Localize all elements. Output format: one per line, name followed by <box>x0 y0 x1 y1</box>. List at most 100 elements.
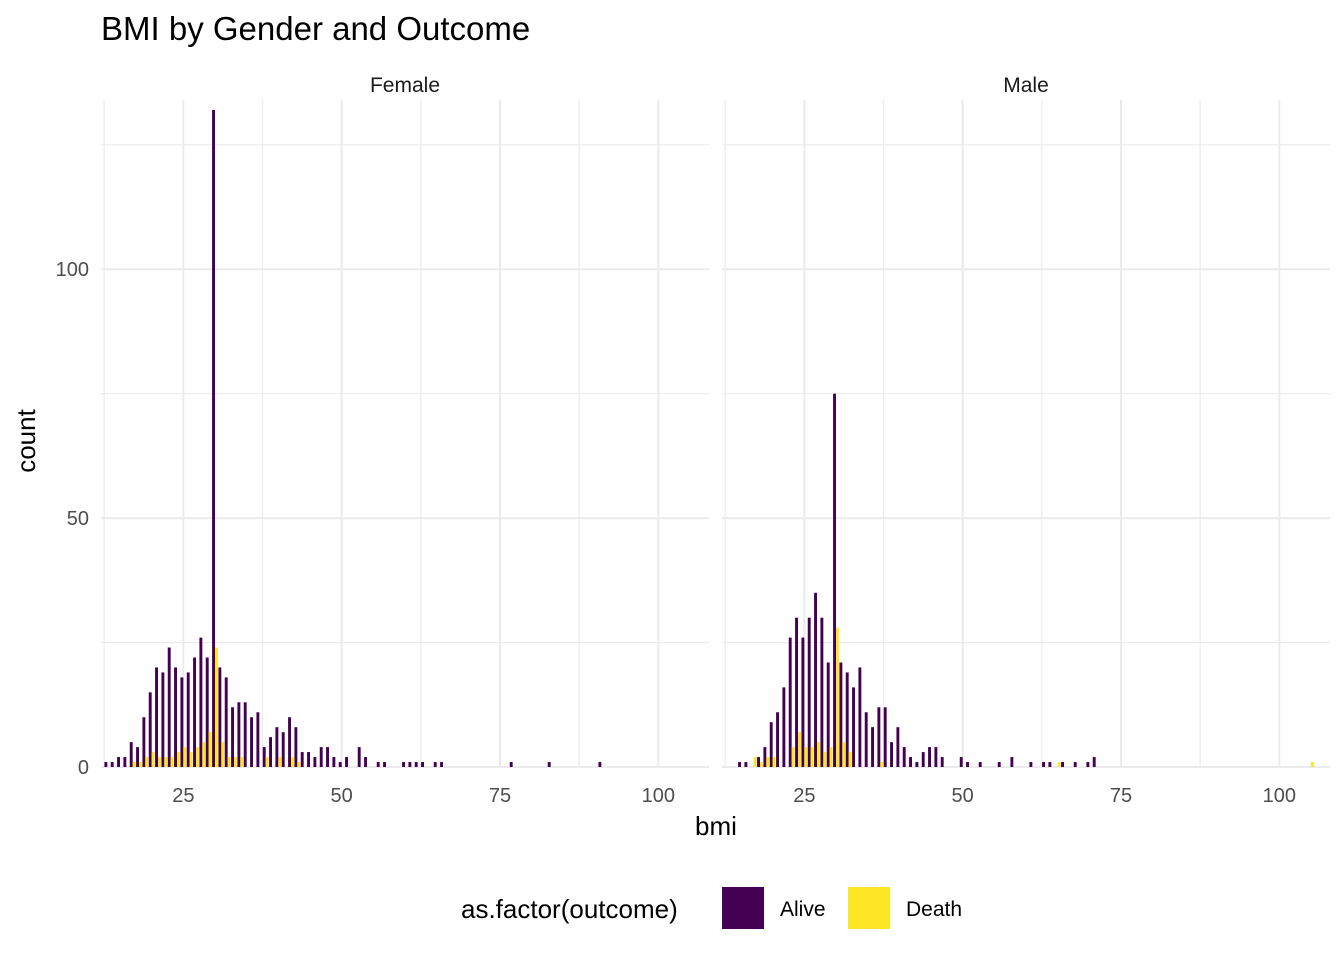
bar-alive <box>1048 762 1052 767</box>
facet-strip-label: Female <box>370 74 440 97</box>
bar-death <box>158 757 161 767</box>
bar-death <box>151 752 155 767</box>
bar-alive <box>978 762 982 767</box>
legend-label-death: Death <box>906 898 962 921</box>
x-tick-label: 50 <box>331 785 353 807</box>
bar-alive <box>1010 757 1014 767</box>
bar-death <box>189 752 193 767</box>
x-tick-label: 75 <box>1110 785 1132 807</box>
bar-death <box>234 757 237 767</box>
bar-alive <box>845 672 849 767</box>
y-tick-label: 0 <box>78 757 89 779</box>
bar-alive <box>307 752 310 767</box>
bar-death <box>772 757 776 767</box>
bar-death <box>753 757 757 767</box>
bar-alive <box>744 762 748 767</box>
bar-alive <box>256 712 260 767</box>
panel-male: Male 25 50 75 100 <box>722 74 1330 807</box>
bar-alive <box>117 757 120 767</box>
bar-death <box>139 762 142 767</box>
x-tick-label: 25 <box>793 785 815 807</box>
bar-alive <box>871 727 874 767</box>
bar-alive <box>738 762 741 767</box>
bar-alive <box>820 617 824 767</box>
bar-alive <box>193 657 196 767</box>
x-axis-title: bmi <box>695 811 737 841</box>
bar-alive <box>250 717 253 767</box>
series-death <box>753 627 1314 767</box>
bar-alive <box>1061 762 1064 767</box>
bar-alive <box>807 617 811 767</box>
bar-alive <box>921 752 925 767</box>
bar-death <box>880 762 884 767</box>
bar-alive <box>205 657 209 767</box>
bar-death <box>196 747 199 767</box>
bar-death <box>240 757 244 767</box>
bar-death <box>215 647 218 767</box>
series-alive <box>738 393 1096 767</box>
y-tick-label: 50 <box>67 508 89 530</box>
bar-death <box>183 747 187 767</box>
bar-alive <box>142 717 146 767</box>
bar-alive <box>1073 762 1077 767</box>
y-axis-title: count <box>11 408 41 472</box>
bar-death <box>817 742 820 767</box>
bar-alive <box>345 757 348 767</box>
bar-alive <box>402 762 405 767</box>
legend: as.factor(outcome) Alive Death <box>461 887 962 929</box>
bar-alive <box>896 727 900 767</box>
bar-alive <box>909 757 912 767</box>
bar-alive <box>763 747 767 767</box>
y-tick-label: 100 <box>56 259 89 281</box>
bar-death <box>297 762 301 767</box>
bar-alive <box>408 762 412 767</box>
bar-alive <box>224 677 228 767</box>
bar-alive <box>1029 762 1033 767</box>
bar-alive <box>136 747 139 767</box>
bar-alive <box>782 687 786 767</box>
bar-death <box>221 742 225 767</box>
bar-death <box>265 757 269 767</box>
bar-alive <box>433 762 437 767</box>
bar-death <box>202 742 206 767</box>
bar-death <box>829 747 833 767</box>
bar-alive <box>934 747 938 767</box>
bar-death <box>291 757 294 767</box>
bar-death <box>791 747 795 767</box>
bar-alive <box>833 393 836 767</box>
bar-alive <box>421 762 424 767</box>
bar-death <box>760 762 763 767</box>
bar-alive <box>928 747 931 767</box>
bar-alive <box>852 687 855 767</box>
bar-alive <box>1042 762 1045 767</box>
bar-alive <box>275 727 279 767</box>
bar-death <box>804 747 808 767</box>
legend-title: as.factor(outcome) <box>461 894 678 924</box>
panel-female: Female 25 50 75 100 0 50 100 <box>56 74 709 807</box>
bar-alive <box>357 747 361 767</box>
bar-alive <box>129 742 133 767</box>
facet-strip-label: Male <box>1003 74 1049 97</box>
bar-alive <box>877 707 881 767</box>
bar-alive <box>338 762 342 767</box>
bar-alive <box>326 747 329 767</box>
bar-alive <box>174 667 177 767</box>
bar-alive <box>110 762 114 767</box>
bar-alive <box>757 757 760 767</box>
legend-key-death <box>848 887 890 929</box>
bar-death <box>132 762 136 767</box>
bar-alive <box>915 762 919 767</box>
series-alive <box>104 109 602 768</box>
bar-alive <box>313 757 317 767</box>
bar-alive <box>826 662 830 767</box>
bar-alive <box>414 762 418 767</box>
bar-death <box>164 757 168 767</box>
bar-alive <box>440 762 443 767</box>
bar-death <box>842 742 846 767</box>
bar-alive <box>376 762 380 767</box>
bar-alive <box>186 672 190 767</box>
bar-death <box>278 757 282 767</box>
bar-alive <box>801 637 805 767</box>
bar-alive <box>319 747 323 767</box>
bar-alive <box>199 637 203 767</box>
